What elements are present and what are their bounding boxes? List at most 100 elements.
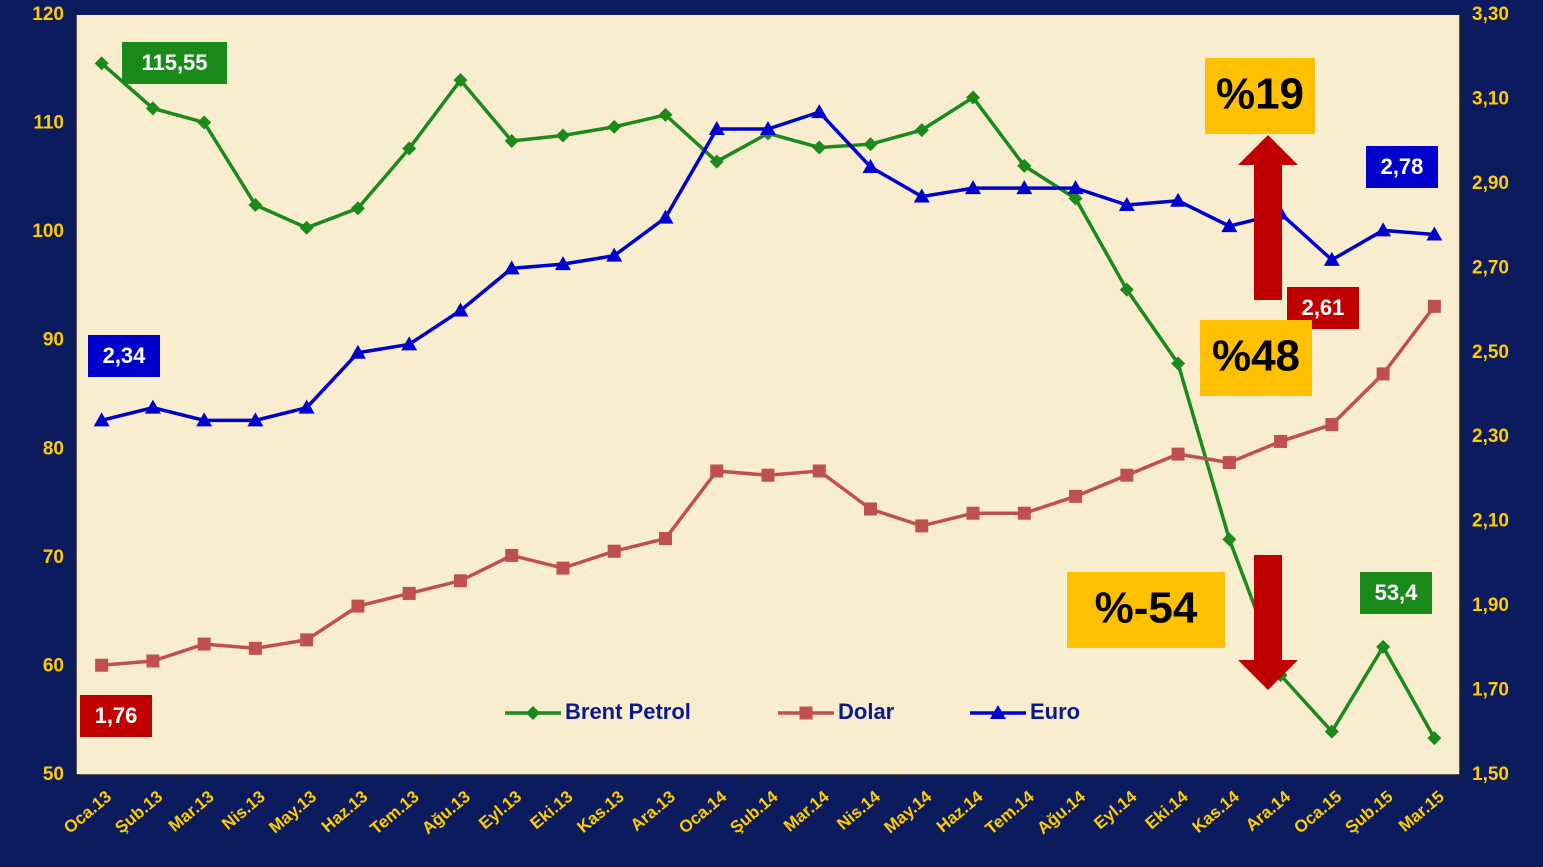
- point: [351, 599, 365, 613]
- point: [1017, 158, 1032, 173]
- point: [863, 137, 878, 152]
- x-tick-label: Ağu.13: [418, 787, 474, 838]
- point: [1171, 447, 1185, 461]
- y2-tick-label: 2,70: [1472, 257, 1509, 278]
- x-tick-label: Tem.13: [367, 787, 423, 838]
- point: [1016, 180, 1033, 195]
- legend-marker: [990, 705, 1006, 719]
- annotation-text: 53,4: [1375, 580, 1419, 605]
- point: [1222, 532, 1237, 547]
- point: [1118, 197, 1135, 211]
- legend-marker: [526, 706, 540, 720]
- point: [248, 198, 263, 212]
- point: [1119, 282, 1134, 297]
- point: [761, 468, 775, 482]
- y2-tick-label: 1,90: [1472, 595, 1509, 616]
- point: [966, 506, 980, 520]
- point: [1427, 731, 1442, 746]
- point: [812, 464, 826, 478]
- point: [197, 637, 211, 651]
- annotation-box: [1205, 58, 1315, 134]
- annotation: %48: [1200, 320, 1312, 396]
- y2-tick-label: 1,50: [1472, 764, 1509, 785]
- point: [913, 188, 930, 203]
- point: [300, 633, 314, 647]
- point: [1375, 222, 1392, 237]
- point: [95, 658, 109, 672]
- point: [144, 399, 161, 414]
- point: [658, 107, 673, 122]
- x-tick-label: Kas.13: [573, 787, 627, 837]
- point: [1376, 367, 1390, 381]
- y-tick-label: 120: [32, 4, 64, 25]
- x-tick-label: May.14: [881, 787, 936, 838]
- point: [1068, 191, 1083, 206]
- y2-tick-label: 2,50: [1472, 342, 1509, 363]
- x-tick-label: Mar.14: [780, 787, 833, 836]
- point: [658, 532, 672, 546]
- point: [862, 159, 879, 173]
- annotation: 2,34: [88, 335, 160, 377]
- point: [247, 412, 264, 427]
- annotation: %-54: [1067, 572, 1225, 648]
- x-tick-label: Eyl.13: [475, 787, 525, 833]
- point: [965, 180, 982, 195]
- down-arrow: [1238, 555, 1298, 690]
- point: [1222, 456, 1236, 470]
- y2-tick-label: 2,30: [1472, 426, 1509, 447]
- x-tick-label: Mar.13: [165, 787, 218, 836]
- x-tick-label: Nis.14: [833, 787, 884, 834]
- x-tick-label: Ara.14: [1242, 787, 1294, 835]
- point: [657, 209, 674, 224]
- x-tick-label: Tem.14: [982, 787, 1039, 839]
- annotation-box: [88, 335, 160, 377]
- legend-label: Euro: [1030, 699, 1080, 724]
- legend-label: Brent Petrol: [565, 699, 691, 724]
- point: [556, 561, 570, 575]
- point: [760, 121, 776, 135]
- x-tick-label: Mar.15: [1395, 787, 1448, 836]
- point: [1325, 418, 1339, 432]
- y-tick-label: 80: [43, 438, 64, 459]
- x-tick-label: Oca.13: [60, 787, 115, 837]
- y2-tick-label: 2,90: [1472, 173, 1509, 194]
- point: [1323, 251, 1340, 266]
- annotation-text: 2,34: [103, 343, 147, 368]
- point: [555, 128, 570, 143]
- point: [298, 399, 315, 414]
- annotation-box: [1366, 146, 1438, 188]
- annotation: 53,4: [1360, 572, 1432, 614]
- x-tick-label: Ara.13: [627, 787, 679, 835]
- point: [145, 101, 160, 116]
- annotation-text: %19: [1216, 70, 1304, 119]
- annotation-text: 115,55: [141, 50, 207, 75]
- point: [1376, 639, 1391, 654]
- point: [607, 544, 621, 558]
- point: [248, 641, 262, 655]
- y2-tick-label: 3,30: [1472, 4, 1509, 25]
- point: [452, 302, 469, 317]
- point: [453, 73, 468, 88]
- y-tick-label: 100: [32, 221, 64, 242]
- x-tick-label: Oca.14: [675, 787, 730, 838]
- legend-label: Dolar: [838, 699, 895, 724]
- x-tick-label: Şub.14: [727, 787, 782, 838]
- x-tick-label: Haz.14: [933, 787, 987, 837]
- x-tick-label: Ağu.14: [1033, 787, 1089, 838]
- point: [708, 121, 725, 135]
- y-tick-label: 90: [43, 330, 64, 351]
- point: [299, 220, 314, 235]
- point: [709, 154, 724, 169]
- annotation-box: [1360, 572, 1432, 614]
- annotation-text: %48: [1212, 332, 1300, 381]
- y2-tick-label: 1,70: [1472, 680, 1509, 701]
- x-tick-label: May.13: [265, 787, 320, 837]
- annotation: 2,78: [1366, 146, 1438, 188]
- x-tick-label: Haz.13: [318, 787, 371, 836]
- point: [505, 548, 519, 562]
- x-tick-label: Şub.13: [111, 787, 166, 837]
- point: [349, 344, 366, 359]
- point: [1069, 489, 1083, 503]
